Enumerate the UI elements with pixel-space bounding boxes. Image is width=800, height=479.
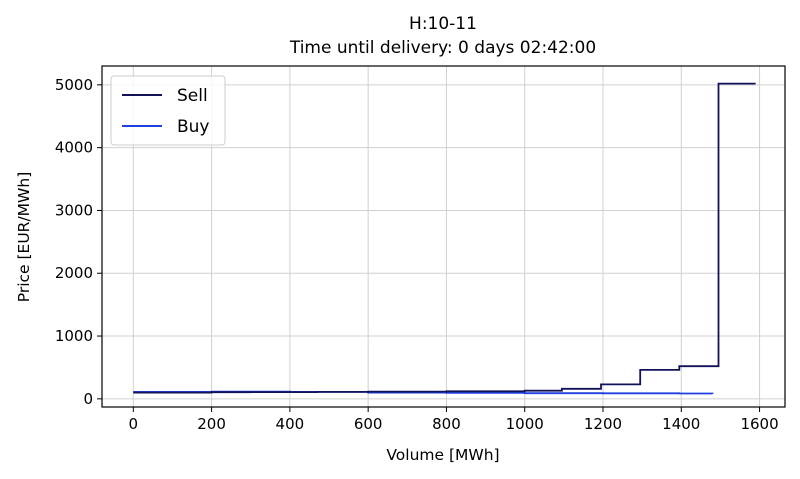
x-tick-label: 200 [197, 415, 226, 433]
legend: Sell Buy [110, 75, 226, 146]
y-axis-ticks: 0 1000 2000 3000 4000 5000 [55, 76, 102, 408]
grid [102, 66, 785, 407]
y-tick-label: 1000 [55, 327, 93, 345]
series-lines [133, 82, 756, 395]
x-tick-label: 800 [432, 415, 461, 433]
x-axis-ticks: 0 200 400 600 800 1000 1200 1400 1600 [129, 407, 779, 433]
y-tick-label: 5000 [55, 76, 93, 94]
y-axis-label: Price [EUR/MWh] [15, 172, 33, 303]
x-tick-label: 400 [276, 415, 305, 433]
legend-label-buy: Buy [177, 117, 210, 137]
x-tick-label: 1600 [740, 415, 778, 433]
chart-title: H:10-11 [409, 14, 477, 34]
series-line-sell [133, 82, 756, 394]
x-tick-label: 600 [354, 415, 383, 433]
x-axis-label: Volume [MWh] [386, 446, 499, 464]
x-tick-label: 1200 [584, 415, 622, 433]
x-tick-label: 0 [129, 415, 139, 433]
legend-box [110, 75, 226, 146]
y-tick-label: 4000 [55, 139, 93, 157]
chart-subtitle: Time until delivery: 0 days 02:42:00 [289, 38, 596, 58]
y-tick-label: 3000 [55, 201, 93, 219]
x-tick-label: 1000 [506, 415, 544, 433]
legend-label-sell: Sell [177, 86, 208, 106]
x-tick-label: 1400 [662, 415, 700, 433]
y-tick-label: 2000 [55, 264, 93, 282]
plot-frame [101, 65, 786, 408]
y-tick-label: 0 [83, 390, 93, 408]
